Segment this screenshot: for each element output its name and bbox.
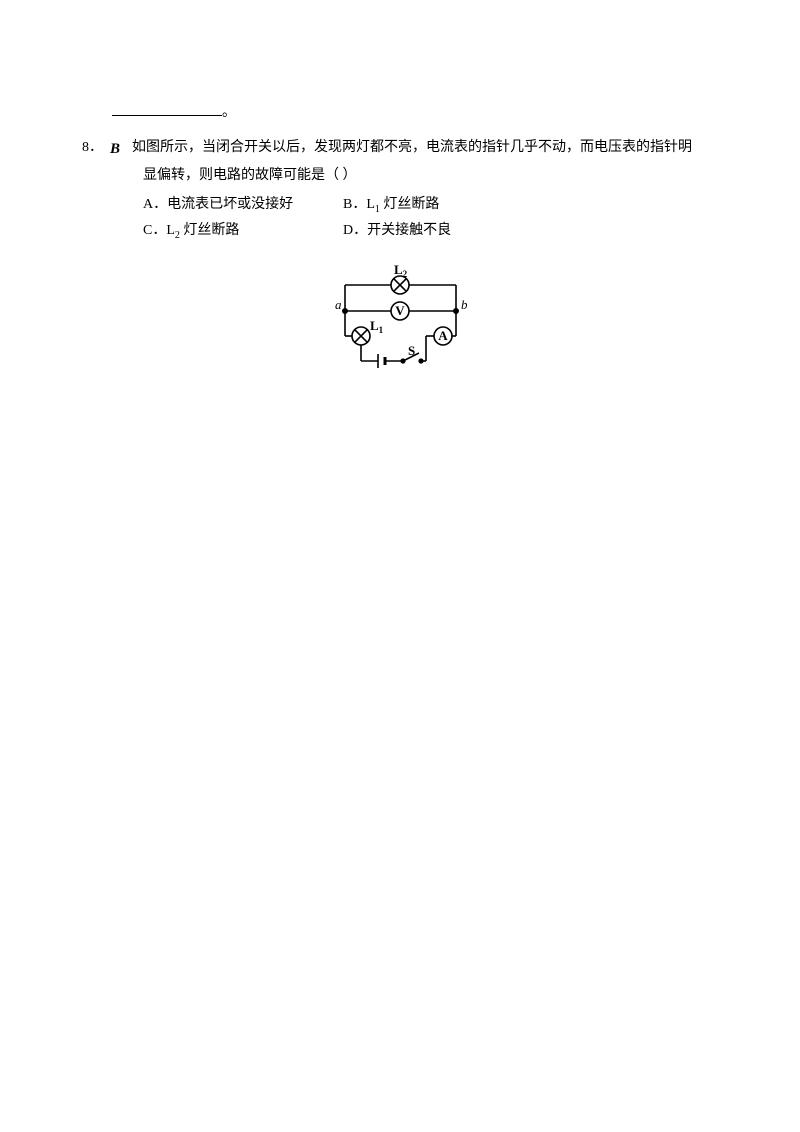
- option-A: A．电流表已坏或没接好: [143, 192, 343, 219]
- previous-question-trailing: 。: [82, 100, 718, 127]
- option-C: C．L2 灯丝断路: [143, 218, 343, 245]
- options-row-2: C．L2 灯丝断路 D．开关接触不良: [143, 218, 718, 245]
- circuit-svg: L2 V A L1 a b S: [313, 263, 488, 378]
- trailing-punct: 。: [222, 105, 236, 120]
- question-stem-line1: 如图所示，当闭合开关以后，发现两灯都不亮，电流表的指针几乎不动，而电压表的指针明: [132, 135, 718, 162]
- label-S: S: [408, 343, 415, 358]
- question-number: 8．: [82, 135, 110, 162]
- options-row-1: A．电流表已坏或没接好 B．L1 灯丝断路: [143, 192, 718, 219]
- question-stem-line2: 显偏转，则电路的故障可能是（ ）: [82, 163, 718, 190]
- fill-blank-line: [112, 101, 222, 116]
- question-8: 8． B 如图所示，当闭合开关以后，发现两灯都不亮，电流表的指针几乎不动，而电压…: [82, 135, 718, 164]
- option-B: B．L1 灯丝断路: [343, 192, 718, 219]
- label-node-b: b: [461, 297, 468, 312]
- label-V: V: [395, 303, 405, 318]
- option-D: D．开关接触不良: [343, 218, 718, 245]
- circuit-diagram: L2 V A L1 a b S: [313, 263, 488, 378]
- label-L1: L1: [370, 318, 384, 335]
- page-content: 。 8． B 如图所示，当闭合开关以后，发现两灯都不亮，电流表的指针几乎不动，而…: [0, 0, 800, 378]
- answer-letter: B: [110, 135, 132, 164]
- label-L2: L2: [394, 263, 408, 279]
- options-block: A．电流表已坏或没接好 B．L1 灯丝断路 C．L2 灯丝断路 D．开关接触不良: [82, 192, 718, 246]
- label-node-a: a: [335, 297, 342, 312]
- circuit-diagram-wrap: L2 V A L1 a b S: [82, 263, 718, 378]
- label-A: A: [438, 328, 448, 343]
